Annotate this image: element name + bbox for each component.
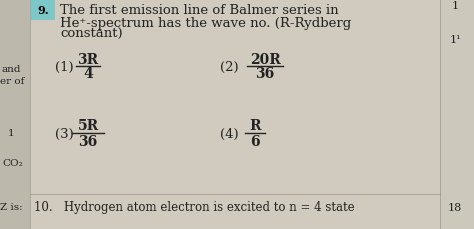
Text: constant): constant) xyxy=(60,27,123,40)
FancyBboxPatch shape xyxy=(31,1,55,21)
Text: 1¹: 1¹ xyxy=(449,35,461,45)
Text: 20R: 20R xyxy=(250,53,281,67)
Text: and: and xyxy=(2,65,21,74)
Text: 9.: 9. xyxy=(37,5,49,16)
Text: (4): (4) xyxy=(220,127,238,140)
Text: Z is:: Z is: xyxy=(0,203,23,212)
FancyBboxPatch shape xyxy=(30,0,440,229)
Text: He⁺-spectrum has the wave no. (R-Rydberg: He⁺-spectrum has the wave no. (R-Rydberg xyxy=(60,16,351,29)
Text: R: R xyxy=(249,118,261,132)
Text: 3R: 3R xyxy=(77,53,99,67)
Text: 36: 36 xyxy=(255,67,274,81)
FancyBboxPatch shape xyxy=(0,0,30,229)
Text: 1: 1 xyxy=(8,129,15,138)
FancyBboxPatch shape xyxy=(440,0,474,229)
Text: (2): (2) xyxy=(220,60,238,73)
Text: 4: 4 xyxy=(83,67,93,81)
Text: er of: er of xyxy=(0,77,24,86)
Text: 36: 36 xyxy=(78,134,98,148)
Text: 6: 6 xyxy=(250,134,260,148)
Text: (1): (1) xyxy=(55,60,73,73)
Text: (3): (3) xyxy=(55,127,74,140)
Text: 5R: 5R xyxy=(77,118,99,132)
Text: 10.   Hydrogen atom electron is excited to n = 4 state: 10. Hydrogen atom electron is excited to… xyxy=(34,201,355,214)
Text: CO₂: CO₂ xyxy=(2,159,23,168)
Text: The first emission line of Balmer series in: The first emission line of Balmer series… xyxy=(60,5,338,17)
Text: 18: 18 xyxy=(448,202,462,212)
Text: 1: 1 xyxy=(451,1,458,11)
